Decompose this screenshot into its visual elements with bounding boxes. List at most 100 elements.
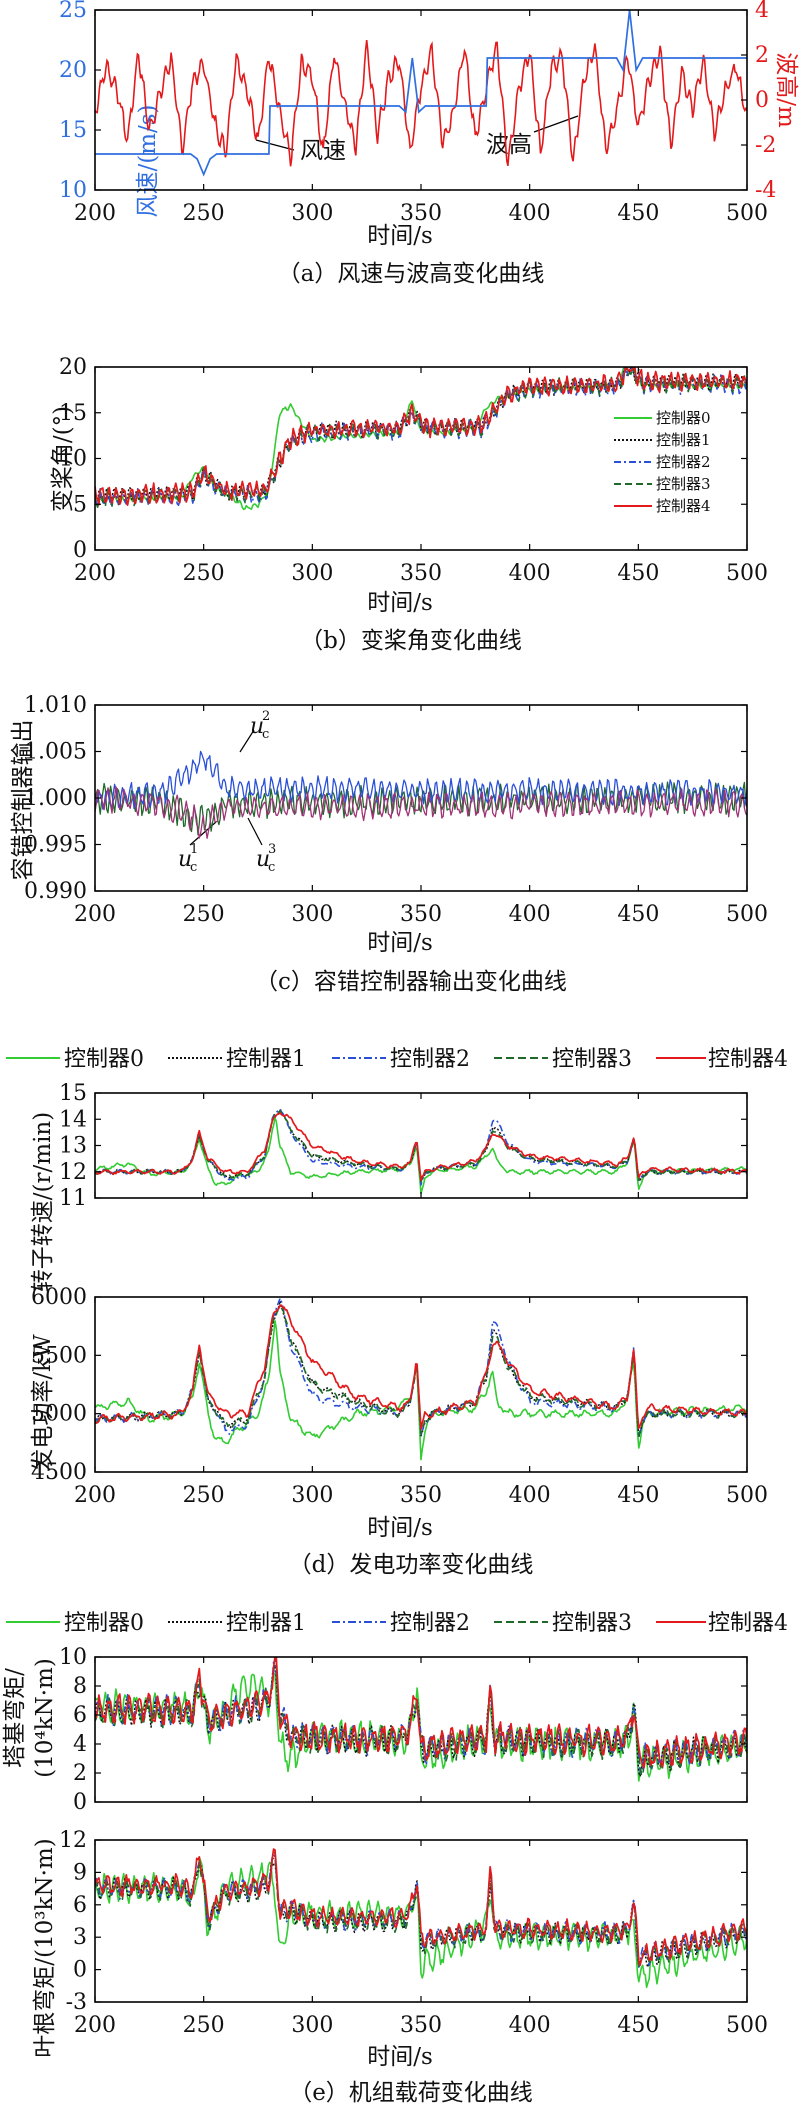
x-tick-label-e2-1: 250 [183,2013,225,2038]
y-tick-right-label-a-1: -2 [755,133,776,158]
panel-a-ylabel-left: 风速/(m/s) [135,104,161,217]
series-e1-0 [95,1672,747,1782]
y-tick-label-a-0: 10 [59,178,87,203]
legend-d-label-1: 控制器1 [226,1047,306,1072]
y-tick-label-d1-3: 14 [59,1107,87,1132]
y-tick-right-label-a-3: 2 [755,43,769,68]
series-a-wave [95,40,747,167]
y-tick-label-e1-2: 4 [73,1732,87,1757]
legend-d-label-4: 控制器4 [708,1047,788,1072]
y-tick-label-e1-5: 10 [59,1645,87,1670]
x-tick-label-c-4: 400 [509,902,551,927]
annotation-uc3-pointer [247,817,263,846]
legend-d-label-0: 控制器0 [64,1047,144,1072]
panel-c: 容错控制器输出 时间/s （c）容错控制器输出变化曲线 u c 2 u c 1 … [10,709,567,995]
panel-d: 转子转速/(r/min) 发电功率/kW 时间/s （d）发电功率变化曲线 [30,1112,533,1578]
x-tick-label-e2-6: 500 [726,2013,768,2038]
annotation-uc1-sub: c [190,860,197,875]
y-tick-label-a-3: 25 [59,0,87,23]
y-tick-label-e2-3: 6 [73,1893,87,1918]
x-tick-label-b-2: 300 [291,561,333,586]
x-tick-label-a-2: 300 [291,201,333,226]
y-tick-label-e2-1: 0 [73,1958,87,1983]
annotation-uc2-sup: 2 [262,709,270,724]
series-e2-1 [95,1860,747,1969]
panel-b-legend-label-3: 控制器3 [656,475,711,493]
panel-c-xlabel: 时间/s [367,930,433,956]
x-tick-label-b-3: 350 [400,561,442,586]
y-tick-label-b-2: 10 [59,447,87,472]
y-tick-label-e1-1: 2 [73,1761,87,1786]
y-tick-label-b-3: 15 [59,401,87,426]
panel-b-legend-label-0: 控制器0 [656,409,711,427]
y-tick-label-d2-0: 4500 [31,1460,87,1485]
y-tick-label-d1-0: 11 [59,1186,87,1211]
y-tick-label-e1-0: 0 [73,1790,87,1815]
panel-a: 风速/(m/s) 波高/m 时间/s （a）风速与波高变化曲线 风速 波高 [135,52,799,287]
y-tick-label-a-2: 20 [59,58,87,83]
annotation-uc1: u c 1 [178,842,198,875]
y-tick-label-e2-0: -3 [66,1990,87,2015]
x-tick-label-b-1: 250 [183,561,225,586]
series-group-c [95,750,747,839]
panel-c-ylabel: 容错控制器输出 [10,720,36,881]
x-tick-label-d2-4: 400 [509,1483,551,1508]
x-tick-label-a-4: 400 [509,201,551,226]
series-e2-3 [95,1851,747,1969]
x-tick-label-b-6: 500 [726,561,768,586]
series-group-e2 [95,1848,747,1989]
x-tick-label-e2-5: 450 [617,2013,659,2038]
x-tick-label-c-6: 500 [726,902,768,927]
annotation-uc3-sup: 3 [268,842,276,857]
panel-e: 塔基弯矩/ (10⁴kN·m) 叶根弯矩/(10³kN·m) 时间/s （e）机… [2,1658,533,2106]
y-tick-label-c-4: 1.010 [24,693,87,718]
x-tick-label-e2-4: 400 [509,2013,551,2038]
y-tick-label-e2-5: 12 [59,1828,87,1853]
caption-a: （a）风速与波高变化曲线 [278,261,545,287]
series-group-b [95,367,747,511]
y-tick-label-c-1: 0.995 [24,833,87,858]
panel-e2-ylabel: 叶根弯矩/(10³kN·m) [32,1838,58,2057]
y-tick-label-b-0: 0 [73,538,87,563]
series-e2-4 [95,1848,747,1967]
y-tick-label-d2-1: 5000 [31,1402,87,1427]
y-tick-label-d1-4: 15 [59,1081,87,1106]
x-tick-label-c-1: 250 [183,902,225,927]
panel-a-ylabel-right: 波高/m [773,52,799,128]
series-d2-0 [95,1320,747,1461]
y-tick-right-label-a-4: 4 [755,0,769,23]
x-tick-label-c-0: 200 [74,902,116,927]
x-tick-label-d2-0: 200 [74,1483,116,1508]
series-d1-4 [95,1112,747,1182]
x-tick-label-c-3: 350 [400,902,442,927]
legend-e-label-3: 控制器3 [552,1611,632,1636]
panel-b-ylabel: 变桨角/(°) [50,406,76,512]
panel-b: 变桨角/(°) 时间/s （b）变桨角变化曲线 控制器0 控制器1 控制器2 控… [50,404,745,654]
panel-b-legend: 控制器0 控制器1 控制器2 控制器3 控制器4 [610,404,745,520]
x-tick-label-b-5: 450 [617,561,659,586]
annotation-uc3-sub: c [268,860,275,875]
annotation-uc1-base: u [178,847,192,872]
series-e2-2 [95,1854,747,1968]
panel-d2-ylabel: 发电功率/kW [30,1334,56,1472]
legend-e: 控制器0 控制器1 控制器2 控制器3 控制器4 [6,1611,788,1636]
x-tick-label-a-3: 350 [400,201,442,226]
y-tick-label-b-1: 5 [73,492,87,517]
legend-e-label-0: 控制器0 [64,1611,144,1636]
y-tick-label-d2-3: 6000 [31,1285,87,1310]
legend-d: 控制器0 控制器1 控制器2 控制器3 控制器4 [6,1047,788,1072]
y-tick-label-e2-2: 3 [73,1925,87,1950]
series-a-wind [95,10,747,177]
y-tick-label-c-3: 1.005 [24,740,87,765]
x-tick-label-c-2: 300 [291,902,333,927]
plot-c: 200 250 300 350 400 450 500 0.990 0.995 1.000 1.00… [24,693,768,927]
annotation-uc2: u c 2 [250,709,270,742]
legend-e-label-1: 控制器1 [226,1611,306,1636]
series-d2-3 [95,1305,747,1436]
y-tick-label-c-2: 1.000 [24,786,87,811]
panel-d1-ylabel: 转子转速/(r/min) [30,1112,56,1292]
annotation-wave-pointer [533,115,579,133]
